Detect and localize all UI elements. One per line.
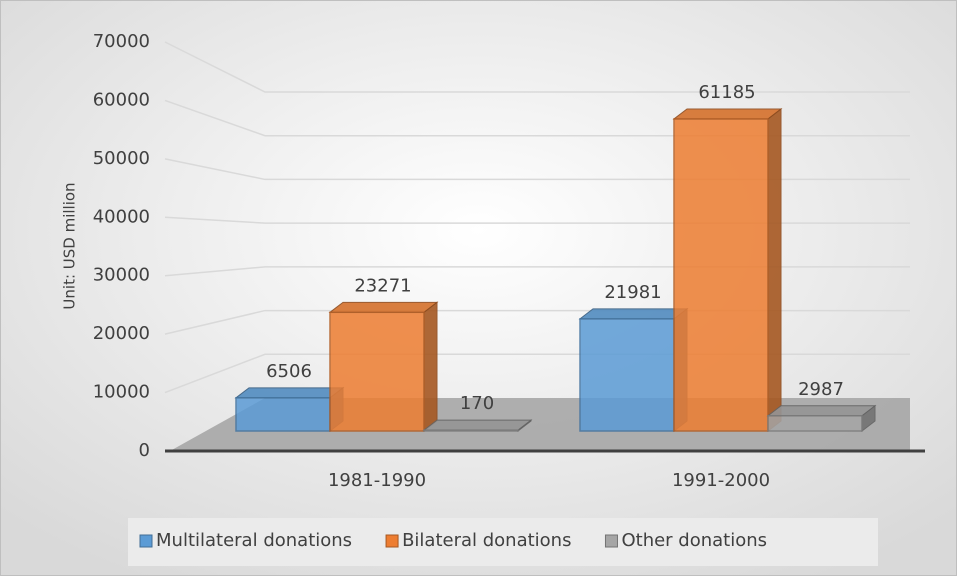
value-label: 2987 (798, 379, 844, 400)
value-label: 61185 (698, 82, 755, 103)
legend-label: Multilateral donations (156, 530, 352, 551)
legend-swatch (139, 534, 153, 548)
legend-label: Other donations (621, 530, 767, 551)
y-tick-label: 70000 (93, 31, 150, 52)
bar (328, 301, 439, 433)
x-tick-label: 1981-1990 (328, 470, 426, 491)
x-tick-label: 1991-2000 (672, 470, 770, 491)
bar-side (767, 107, 782, 433)
bar-top (578, 308, 689, 320)
bar-top (328, 301, 439, 313)
legend-label: Bilateral donations (402, 530, 571, 551)
y-tick-label: 60000 (93, 89, 150, 110)
value-label: 6506 (266, 361, 312, 382)
bar-top (672, 108, 783, 120)
bar (766, 404, 877, 433)
y-tick-label: 0 (139, 440, 150, 461)
y-tick-label: 10000 (93, 382, 150, 403)
y-tick-label: 30000 (93, 265, 150, 286)
bar-front (673, 118, 769, 432)
bar (234, 386, 345, 433)
y-tick-label: 50000 (93, 148, 150, 169)
value-label: 23271 (354, 275, 411, 296)
grid-line (164, 41, 910, 93)
bar (672, 107, 783, 433)
bar (578, 307, 689, 433)
bar-front (579, 318, 675, 432)
bar-front (423, 429, 519, 432)
value-label: 170 (460, 393, 494, 414)
bar-front (235, 397, 331, 432)
y-axis-label: Unit: USD million (61, 182, 79, 309)
bar-top (766, 405, 877, 417)
bar-top (422, 419, 533, 431)
bar-side (423, 301, 438, 433)
legend-swatch (385, 534, 399, 548)
bar-front (767, 415, 863, 432)
bar-front (329, 311, 425, 432)
y-tick-label: 40000 (93, 206, 150, 227)
legend-swatch (604, 534, 618, 548)
y-tick-label: 20000 (93, 323, 150, 344)
legend-box (128, 518, 878, 566)
bar-top (234, 387, 345, 399)
value-label: 21981 (604, 282, 661, 303)
bar (422, 419, 533, 433)
